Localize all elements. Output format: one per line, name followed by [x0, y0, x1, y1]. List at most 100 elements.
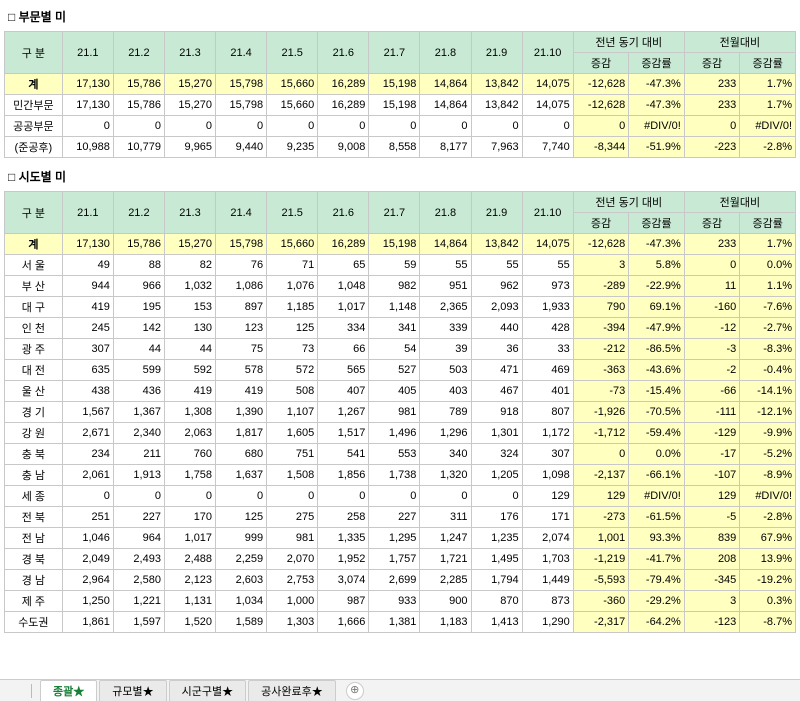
cell-value[interactable]: 15,660	[267, 95, 318, 116]
cell-value[interactable]: 2,123	[164, 570, 215, 591]
cell-mom-diff[interactable]: 11	[684, 276, 740, 297]
cell-value[interactable]: 0	[318, 116, 369, 137]
cell-value[interactable]: 0	[164, 486, 215, 507]
sheet-tab[interactable]: 시군구별★	[169, 680, 246, 701]
sheet-tab[interactable]: 종괄★	[40, 680, 97, 701]
cell-yoy-rate[interactable]: #DIV/0!	[629, 486, 685, 507]
cell-value[interactable]: 0	[369, 486, 420, 507]
cell-value[interactable]: 0	[113, 486, 164, 507]
cell-yoy-rate[interactable]: 93.3%	[629, 528, 685, 549]
cell-value[interactable]: 1,496	[369, 423, 420, 444]
cell-value[interactable]: 129	[522, 486, 573, 507]
cell-value[interactable]: 2,063	[164, 423, 215, 444]
cell-value[interactable]: 15,798	[216, 95, 267, 116]
cell-value[interactable]: 251	[62, 507, 113, 528]
cell-value[interactable]: 1,086	[216, 276, 267, 297]
cell-value[interactable]: 1,758	[164, 465, 215, 486]
cell-value[interactable]: 1,721	[420, 549, 471, 570]
cell-yoy-diff[interactable]: -1,926	[573, 402, 629, 423]
cell-value[interactable]: 0	[62, 116, 113, 137]
cell-mom-diff[interactable]: -5	[684, 507, 740, 528]
cell-yoy-rate[interactable]: -66.1%	[629, 465, 685, 486]
cell-value[interactable]: 7,740	[522, 137, 573, 158]
cell-value[interactable]: 438	[62, 381, 113, 402]
cell-yoy-diff[interactable]: -8,344	[573, 137, 629, 158]
cell-value[interactable]: 1,290	[522, 612, 573, 633]
cell-value[interactable]: 1,605	[267, 423, 318, 444]
cell-value[interactable]: 599	[113, 360, 164, 381]
cell-value[interactable]: 15,198	[369, 234, 420, 255]
cell-mom-diff[interactable]: 839	[684, 528, 740, 549]
cell-yoy-rate[interactable]: -64.2%	[629, 612, 685, 633]
cell-value[interactable]: 14,864	[420, 74, 471, 95]
cell-mom-diff[interactable]: -111	[684, 402, 740, 423]
cell-yoy-rate[interactable]: -47.3%	[629, 234, 685, 255]
cell-value[interactable]: 1,017	[318, 297, 369, 318]
cell-mom-diff[interactable]: 208	[684, 549, 740, 570]
cell-value[interactable]: 16,289	[318, 234, 369, 255]
cell-value[interactable]: 334	[318, 318, 369, 339]
cell-value[interactable]: 1,567	[62, 402, 113, 423]
cell-yoy-rate[interactable]: -70.5%	[629, 402, 685, 423]
cell-value[interactable]: 15,786	[113, 74, 164, 95]
cell-value[interactable]: 680	[216, 444, 267, 465]
cell-value[interactable]: 1,048	[318, 276, 369, 297]
cell-value[interactable]: 2,753	[267, 570, 318, 591]
cell-value[interactable]: 553	[369, 444, 420, 465]
cell-yoy-diff[interactable]: -5,593	[573, 570, 629, 591]
cell-value[interactable]: 55	[471, 255, 522, 276]
cell-value[interactable]: 469	[522, 360, 573, 381]
cell-value[interactable]: 340	[420, 444, 471, 465]
cell-mom-rate[interactable]: -9.9%	[740, 423, 796, 444]
cell-value[interactable]: 1,250	[62, 591, 113, 612]
cell-value[interactable]: 2,074	[522, 528, 573, 549]
cell-value[interactable]: 789	[420, 402, 471, 423]
cell-value[interactable]: 9,008	[318, 137, 369, 158]
cell-value[interactable]: 1,817	[216, 423, 267, 444]
cell-mom-rate[interactable]: -8.9%	[740, 465, 796, 486]
cell-value[interactable]: 1,098	[522, 465, 573, 486]
cell-value[interactable]: 311	[420, 507, 471, 528]
cell-value[interactable]: 125	[267, 318, 318, 339]
cell-value[interactable]: 125	[216, 507, 267, 528]
cell-value[interactable]: 2,488	[164, 549, 215, 570]
cell-value[interactable]: 405	[369, 381, 420, 402]
cell-value[interactable]: 870	[471, 591, 522, 612]
cell-yoy-rate[interactable]: -86.5%	[629, 339, 685, 360]
cell-value[interactable]: 1,107	[267, 402, 318, 423]
cell-mom-diff[interactable]: -12	[684, 318, 740, 339]
cell-mom-rate[interactable]: -19.2%	[740, 570, 796, 591]
cell-value[interactable]: 2,285	[420, 570, 471, 591]
cell-yoy-diff[interactable]: -363	[573, 360, 629, 381]
cell-mom-diff[interactable]: 0	[684, 255, 740, 276]
cell-yoy-diff[interactable]: -2,317	[573, 612, 629, 633]
cell-value[interactable]: 9,440	[216, 137, 267, 158]
cell-yoy-rate[interactable]: -79.4%	[629, 570, 685, 591]
cell-value[interactable]: 962	[471, 276, 522, 297]
cell-value[interactable]: 307	[522, 444, 573, 465]
cell-value[interactable]: 33	[522, 339, 573, 360]
cell-yoy-rate[interactable]: 5.8%	[629, 255, 685, 276]
cell-yoy-rate[interactable]: -47.3%	[629, 95, 685, 116]
cell-value[interactable]: 130	[164, 318, 215, 339]
cell-value[interactable]: 65	[318, 255, 369, 276]
cell-value[interactable]: 1,131	[164, 591, 215, 612]
cell-value[interactable]: 75	[216, 339, 267, 360]
cell-yoy-rate[interactable]: -51.9%	[629, 137, 685, 158]
cell-yoy-diff[interactable]: 790	[573, 297, 629, 318]
cell-value[interactable]: 15,786	[113, 234, 164, 255]
cell-value[interactable]: 419	[62, 297, 113, 318]
cell-mom-rate[interactable]: -2.8%	[740, 507, 796, 528]
cell-mom-rate[interactable]: -2.7%	[740, 318, 796, 339]
cell-value[interactable]: 751	[267, 444, 318, 465]
cell-mom-diff[interactable]: 233	[684, 234, 740, 255]
cell-value[interactable]: 39	[420, 339, 471, 360]
cell-value[interactable]: 1,301	[471, 423, 522, 444]
cell-value[interactable]: 15,270	[164, 234, 215, 255]
cell-value[interactable]: 578	[216, 360, 267, 381]
cell-value[interactable]: 82	[164, 255, 215, 276]
cell-yoy-rate[interactable]: -22.9%	[629, 276, 685, 297]
cell-value[interactable]: 15,786	[113, 95, 164, 116]
cell-value[interactable]: 44	[113, 339, 164, 360]
cell-mom-rate[interactable]: #DIV/0!	[740, 116, 796, 137]
